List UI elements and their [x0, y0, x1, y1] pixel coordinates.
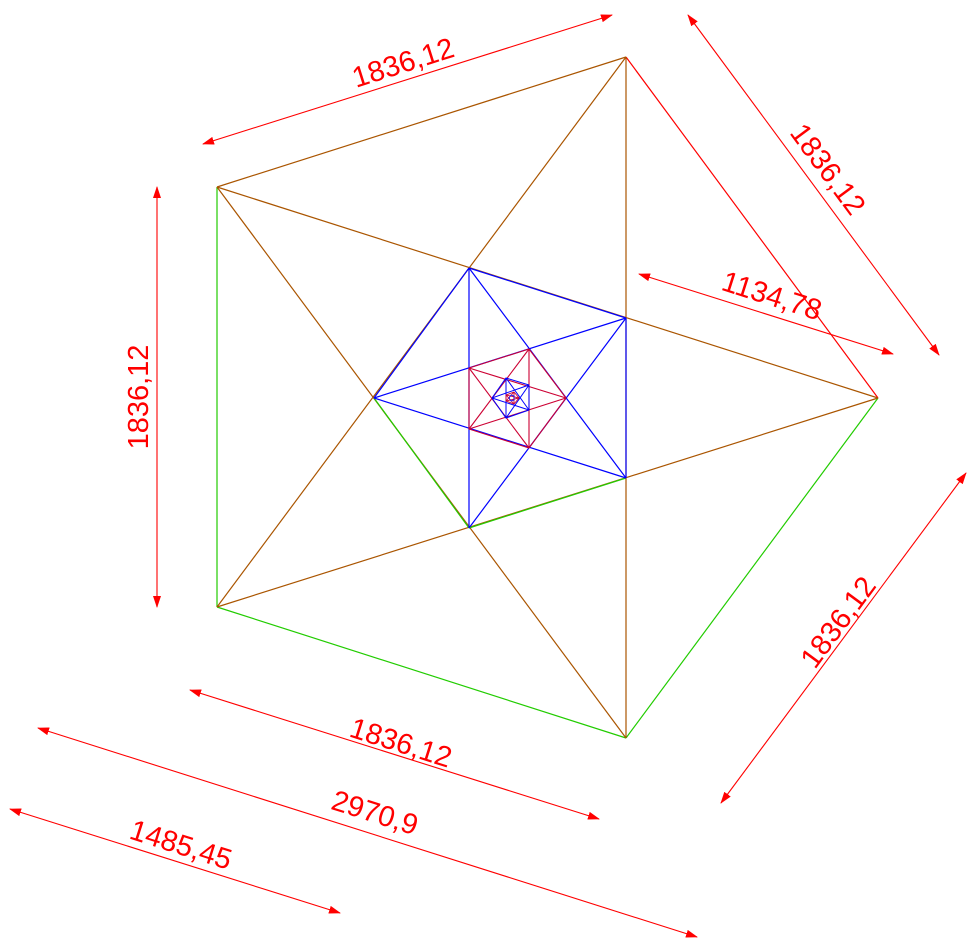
dim-line-inner-diagonal — [638, 273, 894, 355]
l5-star-5 — [505, 397, 520, 402]
dim-label-top-left: 1836,12 — [348, 32, 458, 94]
dimension-lines — [9, 14, 967, 938]
dimension-labels: 1836,12 1836,12 1836,12 1134,78 1836,12 … — [123, 32, 883, 876]
l3-star-4 — [468, 348, 530, 430]
outer-pentagon — [216, 56, 879, 739]
l4-star-5 — [505, 384, 530, 419]
dim-label-half-width: 1485,45 — [126, 814, 236, 876]
dim-label-bottom: 1836,12 — [346, 712, 456, 774]
l2-star-2 — [373, 397, 627, 479]
l4-star-3 — [505, 377, 530, 411]
inner-pentagon-level-6 — [508, 394, 515, 402]
l3-star-1 — [468, 367, 567, 399]
l2-edge-5 — [373, 397, 470, 529]
dim-line-bottom-right — [720, 472, 967, 804]
inner-pentagon-level-4 — [491, 377, 530, 419]
dim-line-top-left — [202, 14, 613, 145]
l4-outline — [491, 377, 530, 419]
l2-edge-2 — [468, 267, 627, 319]
l6-outline — [508, 394, 515, 402]
l2-edge-1 — [373, 267, 470, 399]
dim-line-total-width — [37, 727, 698, 938]
edge-top-right — [625, 56, 879, 399]
inner-pentagon-level-2 — [373, 267, 627, 529]
dim-label-bottom-right: 1836,12 — [795, 571, 883, 674]
dim-line-half-width — [9, 808, 341, 914]
dim-label-left: 1836,12 — [123, 345, 155, 450]
l2-edge-4 — [468, 477, 627, 529]
dim-line-top-right — [687, 14, 940, 356]
l4-star-1 — [491, 384, 530, 399]
l3-outline — [468, 348, 567, 449]
pentagram-star — [216, 56, 879, 739]
dim-label-total-width: 2970,9 — [328, 785, 422, 842]
l5-star-1 — [505, 394, 520, 399]
l5-outline — [505, 391, 520, 405]
edge-top-left — [216, 56, 627, 188]
dim-label-top-right: 1836,12 — [783, 118, 871, 221]
l4-star-2 — [491, 397, 530, 411]
edge-bottom-right — [625, 397, 879, 739]
dim-label-inner-diagonal: 1134,78 — [718, 266, 826, 328]
